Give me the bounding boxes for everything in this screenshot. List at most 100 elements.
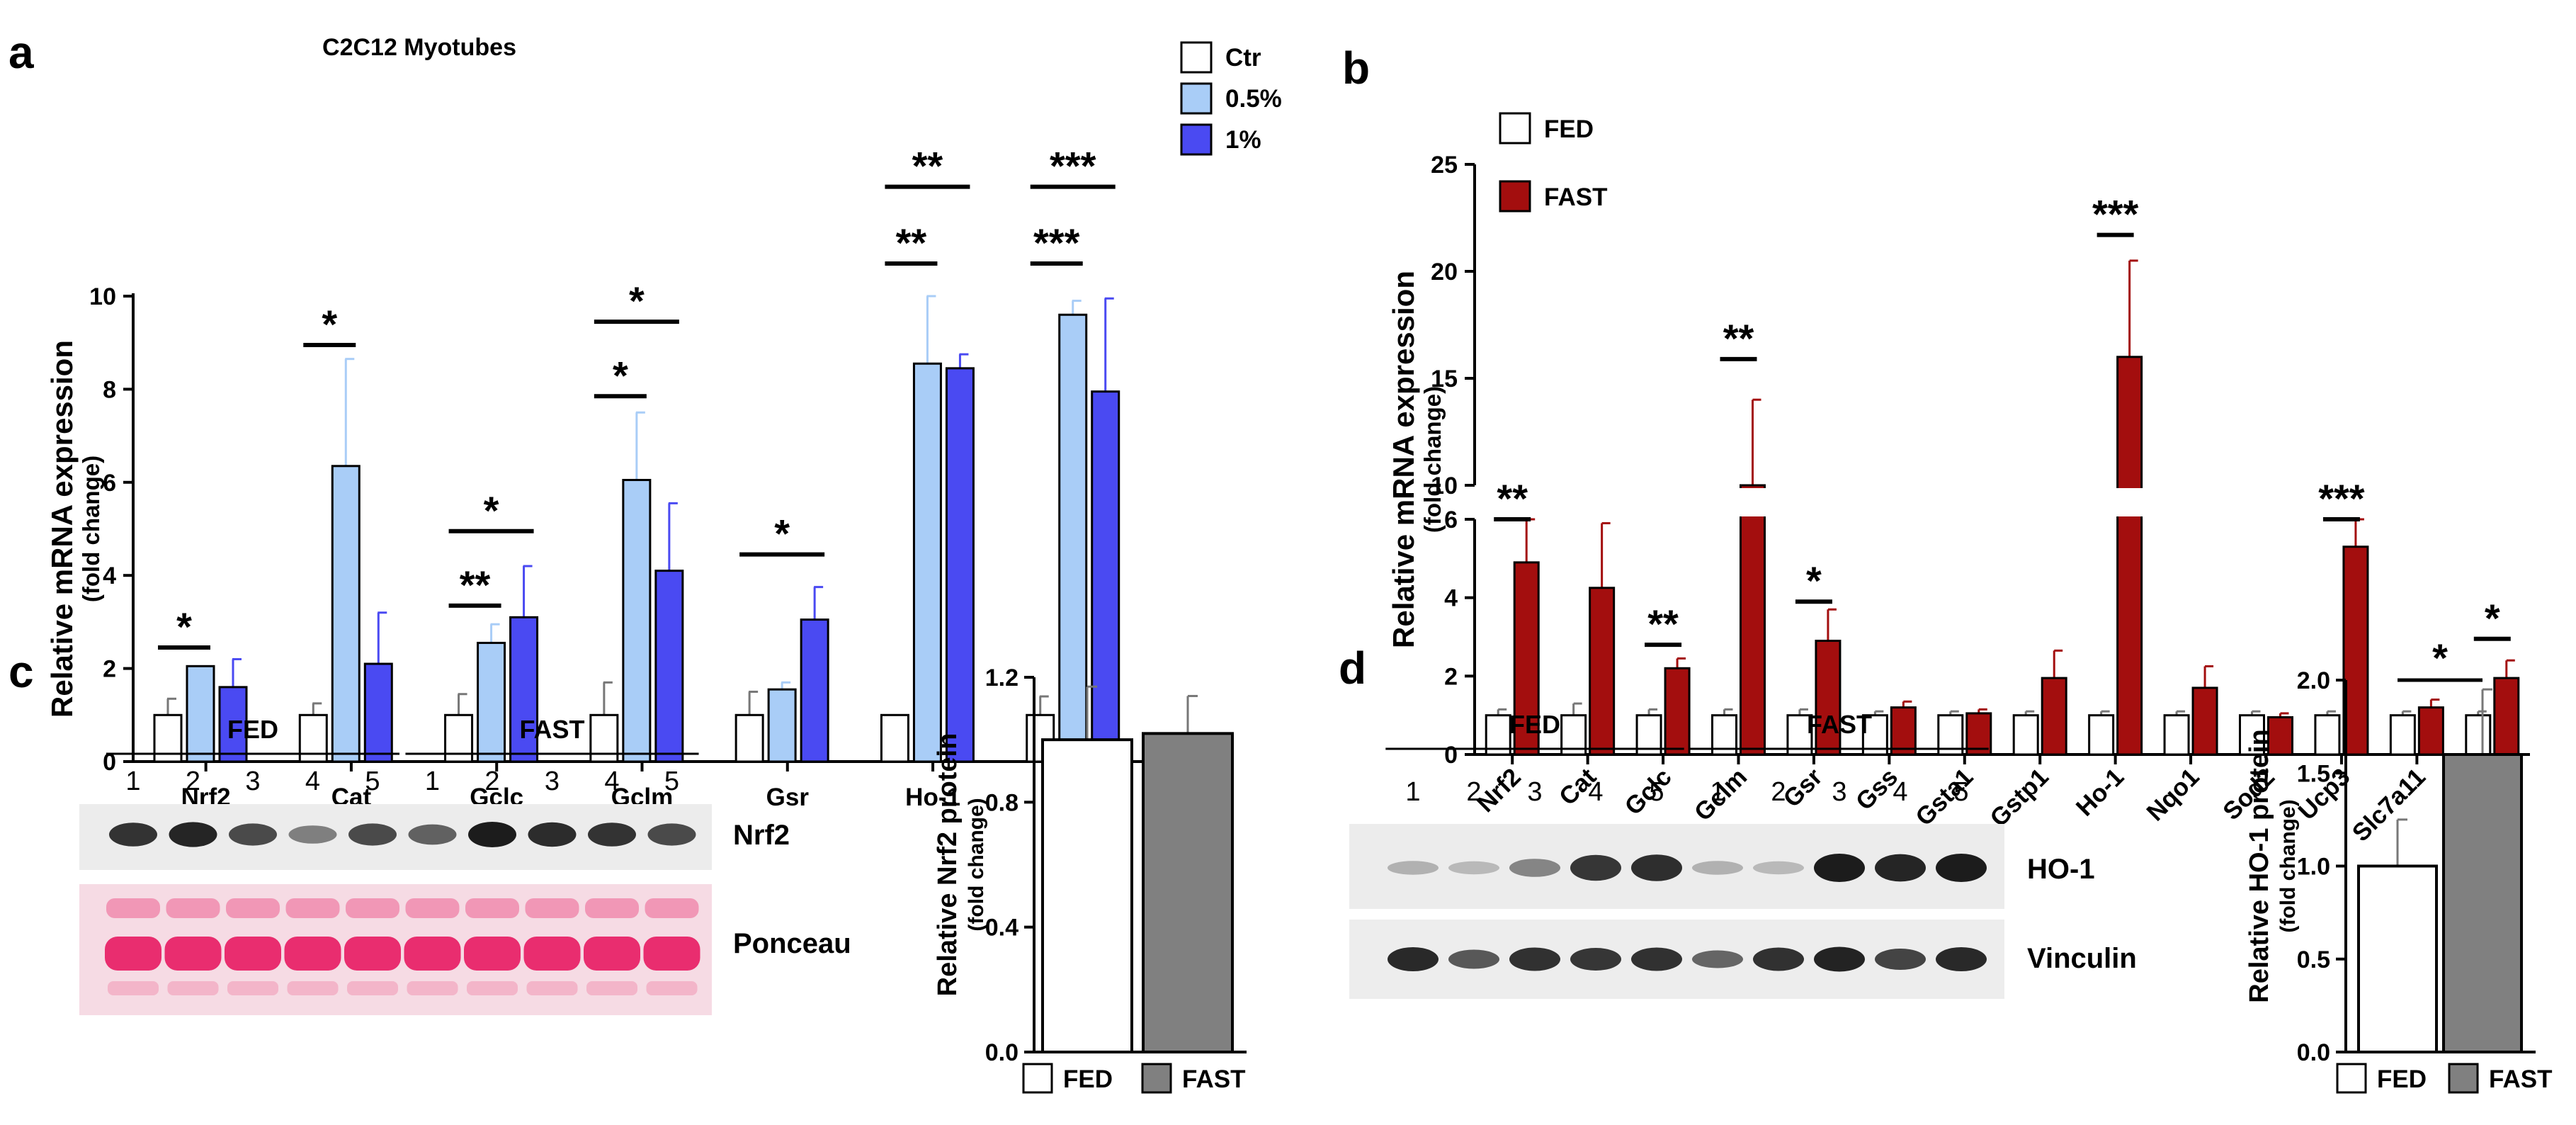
blot-band-label: HO-1 [2027,854,2095,885]
blot-band-vinculin [1388,947,1439,971]
blot-band-vinculin [1631,947,1682,971]
y-tick-label: 0.8 [985,789,1019,816]
ponceau-band-lower [227,981,278,995]
significance-label: *** [2092,192,2139,237]
blot-band-nrf2 [408,824,457,845]
blot-lane-number: 3 [1832,777,1846,807]
blot-lane-number: 2 [1466,777,1481,807]
ponceau-band-upper [346,898,399,918]
blot-d: FED FAST 1 2 3 4 5 1 2 3 4 5 HO-1 Vinculin [1349,710,2137,999]
legend-label: FED [2377,1065,2427,1093]
y-tick-label: 0 [1444,742,1458,769]
blot-lane-number: 5 [1953,777,1968,807]
ponceau-band-main [404,937,461,971]
bar-0.5% [767,688,797,763]
ponceau-band-main [464,937,521,971]
significance-label: * [774,511,790,556]
legend-swatch [1141,1063,1172,1094]
axis-break-gap [2115,488,2144,516]
blot-band-ho1 [1936,854,1987,882]
blot-band-nrf2 [109,822,157,847]
bar-FAST [2342,545,2369,756]
bar-FAST [2442,753,2523,1053]
y-axis-sublabel: (fold change) [2276,799,2300,932]
y-tick-label: 10 [1431,473,1458,499]
bar-FAST [1142,732,1234,1053]
legend-swatch [1499,112,1531,145]
blot-band-label: Nrf2 [733,820,790,851]
bar-FED [2163,714,2190,756]
ponceau-band-lower [467,981,518,995]
blot-band-ho1 [1814,854,1865,882]
ponceau-band-upper [405,898,460,918]
legend-label: FAST [2489,1065,2552,1093]
y-tick-label: 1.5 [2297,760,2330,787]
blot-band-vinculin [1692,950,1743,968]
significance-label: ** [1647,601,1679,646]
blot-lane-number: 5 [1649,777,1664,807]
y-axis-sublabel: (fold change) [965,798,988,931]
significance-label: ** [1497,476,1528,521]
bar-FED [2465,714,2492,756]
bar-0.5% [912,362,942,763]
ponceau-band-upper [585,898,639,918]
blot-band-nrf2 [229,823,277,846]
blot-lane-number: 4 [305,767,320,796]
y-tick-label: 6 [103,470,116,497]
ponceau-band-main [584,937,640,971]
legend-swatch [1180,41,1213,74]
bar-FAST [2116,356,2143,756]
blot-band-nrf2 [468,822,516,847]
blot-lane-number: 1 [425,767,440,796]
significance-label: * [2432,635,2448,680]
x-category-label: Ho-1 [2071,763,2130,822]
legend-label: FED [1544,115,1594,143]
bar-Ctr [880,713,909,763]
ponceau-band-upper [285,898,340,918]
ponceau-band-lower [167,981,219,995]
bar-FAST [2041,677,2067,756]
blot-lane-number: 2 [186,767,200,796]
bar-0.5% [622,479,652,763]
bar-0.5% [1058,313,1088,763]
bar-FAST [2267,716,2293,756]
legend-swatch [1022,1063,1053,1094]
blot-band-nrf2 [288,825,337,844]
significance-label: ** [460,562,491,607]
bar-1% [218,686,248,763]
blot-lane-number: 3 [245,767,260,796]
chart-a: 0 2 4 6 8 10 Relative mRNA expression (fold cha… [45,41,1282,811]
bar-FAST [1513,561,1540,756]
blot-lane-number: 2 [1771,777,1786,807]
significance-label: *** [2318,476,2365,521]
bar-0.5% [331,465,361,763]
legend-swatch [1180,123,1213,156]
y-tick-label: 1.2 [985,665,1019,691]
blot-band-nrf2 [647,823,696,846]
blot-band-nrf2 [528,822,577,847]
y-tick-label: 0.5 [2297,946,2330,973]
legend-label: 0.5% [1225,85,1282,113]
y-tick-label: 4 [103,562,116,589]
significance-label: * [484,488,499,533]
y-tick-label: 0.0 [985,1039,1019,1066]
legend-swatch [2448,1063,2479,1094]
y-tick-label: 2 [1444,663,1458,690]
legend-swatch [2336,1063,2367,1094]
x-category-label: Gsr [766,784,810,811]
blot-group-label: FED [227,715,278,744]
ponceau-band-lower [526,981,578,995]
x-category-label: Gstp1 [1985,763,2054,832]
bar-1% [654,570,684,763]
ponceau-band-upper [465,898,519,918]
y-tick-label: 15 [1431,366,1458,392]
blot-group-label: FED [1509,710,1560,739]
bar-1% [1091,390,1120,763]
blot-band-vinculin [1875,949,1926,970]
significance-label: * [613,353,628,397]
significance-label: * [629,278,645,323]
bar-FED [1041,738,1133,1053]
y-axis-label: Relative Nrf2 protein [933,733,963,997]
x-category-label: Slc7a11 [2347,763,2431,847]
blot-band-ho1 [1388,861,1439,875]
